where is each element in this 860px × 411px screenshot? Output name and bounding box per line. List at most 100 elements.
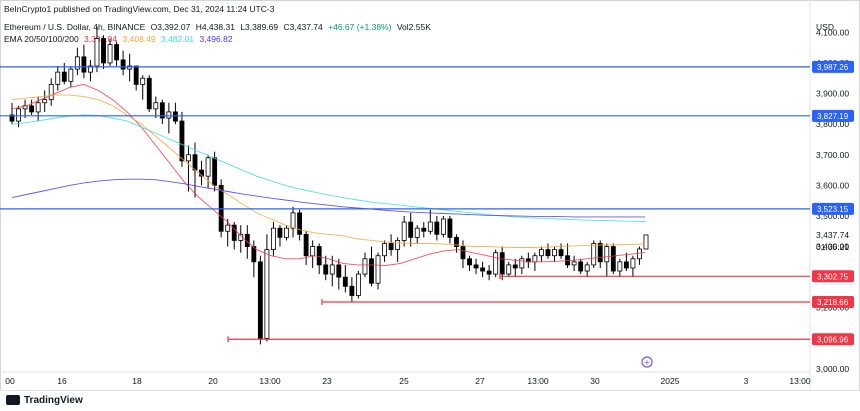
- candle-down: [159, 102, 165, 119]
- countdown-label: 01:35:21: [816, 242, 849, 252]
- current-price-label: 3,437.74: [816, 230, 849, 240]
- candle-down: [9, 114, 15, 122]
- ema20-value: 3,381.04: [84, 34, 118, 44]
- ema-label: EMA 20/50/100/200: [4, 34, 79, 44]
- candle-up: [74, 56, 80, 70]
- candle-down: [81, 56, 87, 73]
- candle-up: [395, 240, 401, 251]
- candle-up: [375, 255, 381, 284]
- candle-up: [94, 38, 100, 67]
- candle-up: [637, 248, 642, 260]
- ohlc-close: C3,437.74: [283, 22, 323, 32]
- candle-up: [290, 212, 296, 229]
- candle-down: [545, 249, 551, 257]
- price-chart[interactable]: 3,000.003,100.003,200.003,300.003,400.00…: [0, 0, 860, 391]
- event-marker-icon: [641, 356, 653, 368]
- candle-down: [578, 261, 584, 272]
- candle-down: [454, 236, 459, 247]
- candle-up: [604, 246, 610, 263]
- level-price-tag: [812, 202, 854, 215]
- x-tick-label: 00: [5, 376, 15, 386]
- candle-down: [558, 249, 564, 257]
- ohlc-low: L3,389.69: [240, 22, 279, 32]
- candle-up: [571, 261, 577, 266]
- x-tick-label: 20: [208, 376, 218, 386]
- event-plus-glyph: +: [644, 358, 651, 367]
- candle-down: [29, 105, 35, 113]
- candle-down: [297, 212, 303, 235]
- candle-down: [408, 221, 414, 238]
- candle-down: [480, 267, 486, 272]
- currency-label[interactable]: USD: [816, 22, 834, 32]
- ema-line: [11, 178, 645, 218]
- y-tick-label: 3,000.00: [816, 364, 849, 374]
- candle-down: [460, 246, 466, 260]
- candle-down: [434, 221, 440, 235]
- candle-up: [284, 227, 289, 238]
- candle-down: [447, 218, 453, 238]
- candle-up: [264, 249, 270, 339]
- candle-down: [349, 285, 355, 296]
- candle-up: [440, 218, 446, 235]
- tradingview-logo-icon: [6, 395, 20, 406]
- tradingview-logo[interactable]: TradingView: [6, 395, 83, 406]
- candle-up: [493, 252, 499, 275]
- candle-down: [101, 38, 106, 64]
- candle-up: [166, 111, 172, 119]
- level-price-tag: [812, 109, 854, 122]
- x-tick-label: 27: [475, 376, 485, 386]
- candle-down: [610, 246, 616, 272]
- candle-down: [467, 258, 472, 266]
- symbol-name[interactable]: Ethereum / U.S. Dollar, 4h, BINANCE: [4, 22, 146, 32]
- candle-up: [88, 65, 93, 73]
- candle-down: [336, 264, 342, 278]
- candle-up: [414, 227, 420, 238]
- candle-up: [329, 264, 335, 275]
- level-price-label: 3,096.96: [817, 335, 849, 344]
- candle-down: [212, 157, 218, 186]
- ema-line: [11, 94, 646, 248]
- candle-up: [519, 258, 525, 269]
- candle-down: [342, 276, 348, 287]
- candle-up: [310, 246, 316, 257]
- level-price-tag: [812, 333, 854, 346]
- candle-up: [538, 249, 544, 257]
- candle-up: [186, 154, 191, 162]
- y-tick-label: 3,500.00: [816, 211, 849, 221]
- ema-legend[interactable]: EMA 20/50/100/200 3,381.04 3,408.49 3,48…: [4, 34, 236, 44]
- candle-down: [623, 261, 629, 269]
- ohlc-high: H4,438.31: [195, 22, 235, 32]
- candle-down: [369, 258, 374, 284]
- y-tick-label: 3,800.00: [816, 119, 849, 129]
- y-tick-label: 3,400.00: [816, 242, 849, 252]
- candle-down: [473, 264, 479, 269]
- candle-up: [427, 221, 433, 232]
- candle-down: [61, 71, 67, 82]
- candle-down: [277, 227, 283, 238]
- candle-up: [140, 77, 146, 85]
- ema-line: [11, 83, 646, 266]
- level-price-label: 3,523.15: [817, 205, 849, 214]
- volume-value: Vol2.55K: [396, 22, 431, 32]
- candle-up: [506, 264, 512, 275]
- candle-down: [421, 227, 427, 232]
- candle-up: [16, 108, 21, 122]
- candle-down: [257, 261, 263, 339]
- candle-down: [512, 264, 518, 269]
- candle-up: [382, 243, 387, 257]
- candle-up: [355, 273, 361, 296]
- y-tick-label: 3,600.00: [816, 180, 849, 190]
- candle-up: [271, 227, 276, 251]
- candle-up: [127, 65, 133, 70]
- candle-up: [225, 224, 231, 232]
- level-price-tag: [812, 60, 854, 73]
- candle-down: [486, 270, 492, 275]
- ohlc-open: O3,392.07: [150, 22, 191, 32]
- x-tick-label: 23: [322, 376, 332, 386]
- candle-down: [251, 246, 257, 263]
- candle-down: [120, 59, 126, 70]
- candle-down: [172, 111, 178, 122]
- footer-bar: TradingView: [0, 390, 860, 411]
- y-tick-label: 3,700.00: [816, 150, 849, 160]
- candle-up: [591, 243, 597, 266]
